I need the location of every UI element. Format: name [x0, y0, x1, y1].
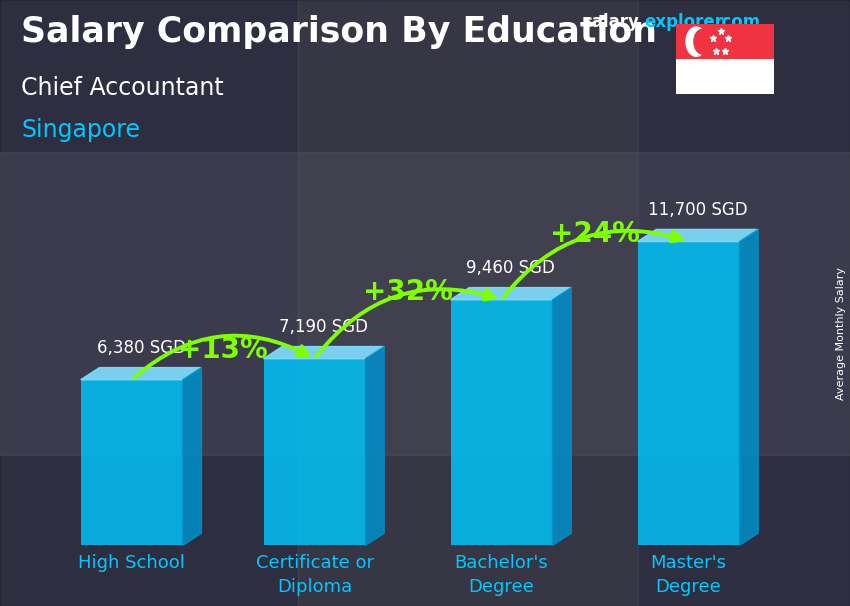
Text: Singapore: Singapore: [21, 118, 140, 142]
Text: Master's
Degree: Master's Degree: [650, 554, 727, 596]
Text: Certificate or
Diploma: Certificate or Diploma: [256, 554, 373, 596]
Bar: [0, 152, 850, 454]
Text: 11,700 SGD: 11,700 SGD: [648, 201, 748, 219]
Polygon shape: [450, 288, 571, 300]
Polygon shape: [366, 347, 384, 545]
Polygon shape: [264, 347, 384, 359]
Text: salary: salary: [582, 13, 639, 32]
Text: Salary Comparison By Education: Salary Comparison By Education: [21, 15, 657, 49]
Text: Average Monthly Salary: Average Monthly Salary: [836, 267, 846, 400]
Text: +24%: +24%: [550, 219, 640, 248]
Bar: [676, 59, 774, 94]
Polygon shape: [638, 230, 758, 242]
Text: explorer: explorer: [644, 13, 723, 32]
Bar: [264, 359, 366, 545]
Bar: [638, 242, 740, 545]
Text: Chief Accountant: Chief Accountant: [21, 76, 224, 100]
Bar: [450, 300, 552, 545]
Polygon shape: [81, 368, 201, 380]
Text: +13%: +13%: [178, 336, 268, 364]
Circle shape: [694, 29, 711, 54]
Text: .com: .com: [715, 13, 760, 32]
Text: 6,380 SGD: 6,380 SGD: [97, 339, 185, 357]
Bar: [81, 380, 183, 545]
Text: 9,460 SGD: 9,460 SGD: [467, 259, 555, 277]
Circle shape: [686, 27, 706, 56]
Polygon shape: [183, 368, 201, 545]
Text: High School: High School: [78, 554, 185, 573]
Polygon shape: [740, 230, 758, 545]
Text: +32%: +32%: [363, 278, 453, 306]
Text: 7,190 SGD: 7,190 SGD: [280, 318, 368, 336]
Bar: [676, 24, 774, 59]
Text: Bachelor's
Degree: Bachelor's Degree: [455, 554, 548, 596]
Polygon shape: [552, 288, 571, 545]
